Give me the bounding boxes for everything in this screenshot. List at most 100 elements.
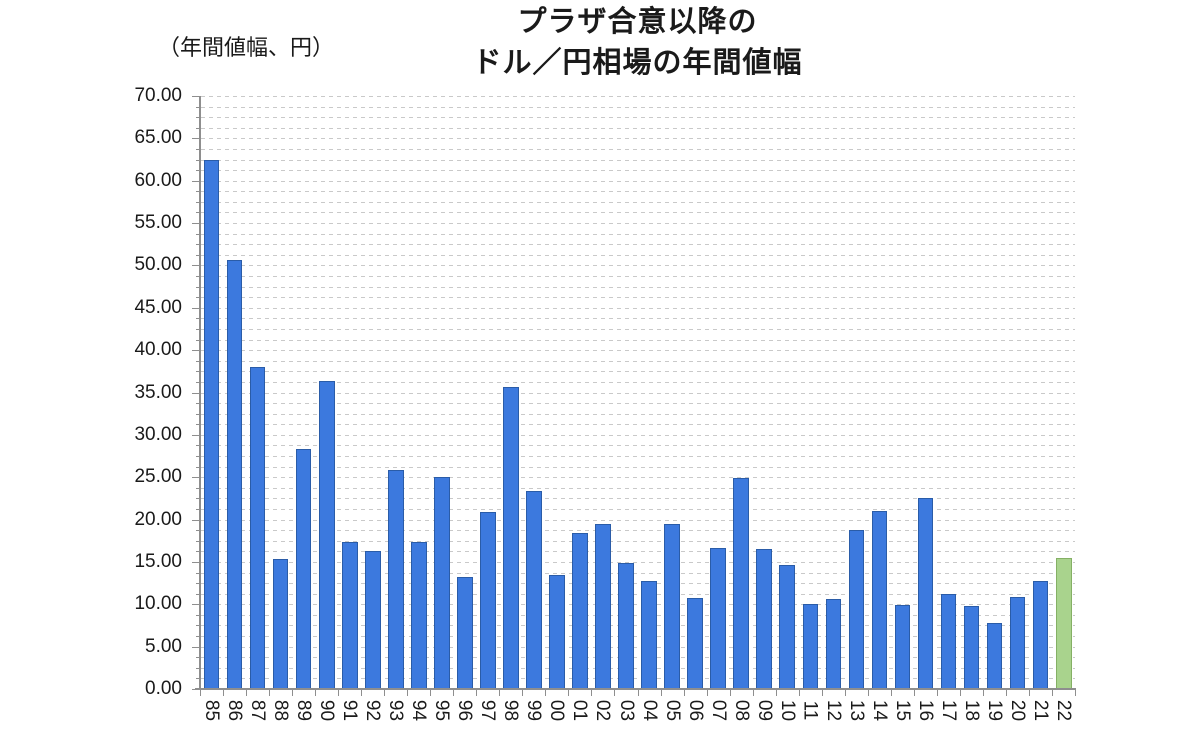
bar-87 bbox=[249, 367, 266, 689]
gridline bbox=[201, 530, 1075, 532]
y-axis-minor-tick bbox=[196, 583, 200, 584]
x-axis-tick bbox=[937, 690, 938, 696]
x-axis-line bbox=[195, 688, 1076, 690]
x-axis-label-slot: 93 bbox=[384, 694, 407, 734]
gridline bbox=[201, 678, 1075, 680]
x-axis-label: 14 bbox=[868, 699, 890, 722]
gridline bbox=[201, 498, 1075, 500]
x-axis-tick bbox=[661, 690, 662, 696]
x-axis-label-slot: 10 bbox=[776, 694, 799, 734]
gridline bbox=[201, 371, 1075, 373]
x-axis-label: 16 bbox=[914, 699, 936, 722]
bar-slot-11 bbox=[799, 96, 822, 689]
x-axis-tick bbox=[361, 690, 362, 696]
gridline bbox=[201, 339, 1075, 341]
bar-86 bbox=[226, 260, 243, 689]
x-axis-label-slot: 20 bbox=[1006, 694, 1029, 734]
y-axis-minor-tick bbox=[196, 530, 200, 531]
bar-slot-20 bbox=[1006, 96, 1029, 689]
gridline bbox=[201, 477, 1075, 479]
x-axis-tick bbox=[568, 690, 569, 696]
x-axis-label-slot: 88 bbox=[269, 694, 292, 734]
gridline bbox=[201, 223, 1075, 225]
x-axis-tick bbox=[730, 690, 731, 696]
x-axis-label: 88 bbox=[270, 699, 292, 722]
y-axis-label: 45.00 bbox=[134, 297, 182, 318]
y-axis-minor-tick bbox=[196, 551, 200, 552]
x-axis-tick bbox=[638, 690, 639, 696]
bar-slot-18 bbox=[960, 96, 983, 689]
y-axis-line bbox=[199, 96, 201, 689]
bar-slot-95 bbox=[430, 96, 453, 689]
bar-12 bbox=[825, 599, 842, 689]
x-axis-label: 90 bbox=[316, 699, 338, 722]
gridline bbox=[201, 297, 1075, 299]
x-axis-label: 01 bbox=[569, 699, 591, 722]
x-axis-label-slot: 86 bbox=[223, 694, 246, 734]
x-axis-label: 02 bbox=[592, 699, 614, 722]
y-axis-major-tick bbox=[192, 350, 200, 351]
bar-13 bbox=[848, 529, 865, 689]
bar-slot-94 bbox=[407, 96, 430, 689]
bar-slot-14 bbox=[868, 96, 891, 689]
bar-slot-98 bbox=[499, 96, 522, 689]
y-axis-minor-tick bbox=[196, 149, 200, 150]
x-axis-label-slot: 19 bbox=[983, 694, 1006, 734]
x-axis-label-slot: 90 bbox=[315, 694, 338, 734]
bar-slot-93 bbox=[384, 96, 407, 689]
gridline bbox=[201, 254, 1075, 256]
gridline bbox=[201, 424, 1075, 426]
y-axis-label: 65.00 bbox=[134, 127, 182, 148]
gridline bbox=[201, 265, 1075, 267]
bar-slot-92 bbox=[361, 96, 384, 689]
x-axis-label: 15 bbox=[891, 699, 913, 722]
y-axis-minor-tick bbox=[196, 297, 200, 298]
y-axis-label: 0.00 bbox=[145, 678, 182, 699]
y-axis-major-tick bbox=[192, 181, 200, 182]
gridline bbox=[201, 244, 1075, 246]
x-axis-label-slot: 08 bbox=[730, 694, 753, 734]
x-axis-tick bbox=[246, 690, 247, 696]
y-axis-major-tick bbox=[192, 223, 200, 224]
bar-92 bbox=[364, 550, 381, 689]
y-axis-label: 15.00 bbox=[134, 551, 182, 572]
x-axis-label: 19 bbox=[984, 699, 1006, 722]
y-axis-minor-tick bbox=[196, 498, 200, 499]
x-axis-label: 97 bbox=[477, 699, 499, 722]
bar-08 bbox=[733, 478, 750, 689]
gridline bbox=[201, 572, 1075, 574]
gridline bbox=[201, 445, 1075, 447]
chart-title-line2: ドル／円相場の年間値幅 bbox=[472, 47, 803, 79]
y-axis-major-tick bbox=[192, 96, 200, 97]
y-axis-label: 35.00 bbox=[134, 382, 182, 403]
gridline bbox=[201, 583, 1075, 585]
gridline bbox=[201, 180, 1075, 182]
x-axis-label-slot: 99 bbox=[522, 694, 545, 734]
gridline bbox=[201, 392, 1075, 394]
x-axis-label: 05 bbox=[661, 699, 683, 722]
y-axis-major-tick bbox=[192, 477, 200, 478]
bar-15 bbox=[894, 605, 911, 689]
y-axis-major-tick bbox=[192, 520, 200, 521]
x-axis-label: 03 bbox=[615, 699, 637, 722]
x-axis-tick bbox=[1029, 690, 1030, 696]
bar-22 bbox=[1055, 557, 1072, 689]
x-axis-tick bbox=[960, 690, 961, 696]
gridline bbox=[201, 413, 1075, 415]
x-axis-labels: 85 86 87 88 89 90 91 92 93 94 95 96 97 98 99 00 01 02 03 04… bbox=[200, 694, 1075, 734]
x-axis-tick bbox=[799, 690, 800, 696]
gridline bbox=[201, 286, 1075, 288]
y-axis-minor-tick bbox=[196, 340, 200, 341]
y-axis-minor-tick bbox=[196, 160, 200, 161]
bar-slot-08 bbox=[730, 96, 753, 689]
bar-slot-90 bbox=[315, 96, 338, 689]
gridline bbox=[201, 201, 1075, 203]
x-axis-label: 89 bbox=[293, 699, 315, 722]
bar-slot-17 bbox=[937, 96, 960, 689]
x-axis-label-slot: 95 bbox=[430, 694, 453, 734]
bar-slot-97 bbox=[476, 96, 499, 689]
bar-slot-06 bbox=[684, 96, 707, 689]
y-axis-minor-tick bbox=[196, 424, 200, 425]
y-axis-minor-tick bbox=[196, 318, 200, 319]
bar-18 bbox=[963, 605, 980, 689]
